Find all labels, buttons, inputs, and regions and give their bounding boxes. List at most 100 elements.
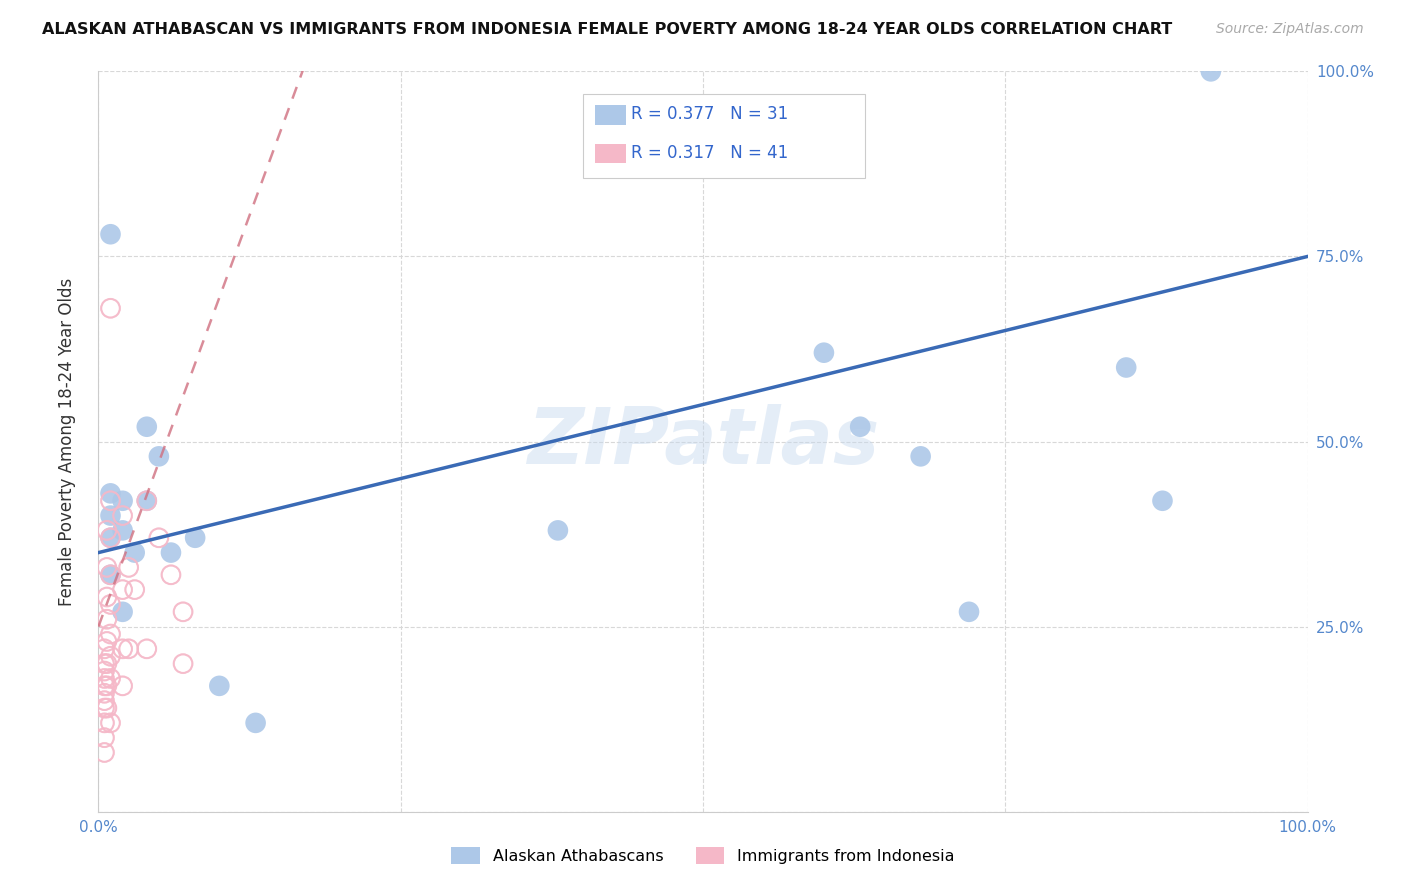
Point <box>100 627 122 641</box>
Point <box>111 641 134 656</box>
Point <box>93 686 115 700</box>
Point <box>100 508 122 523</box>
Point <box>124 582 146 597</box>
Point <box>111 641 134 656</box>
Point <box>148 531 170 545</box>
Point <box>100 531 122 545</box>
Point <box>135 493 157 508</box>
Point <box>93 694 115 708</box>
Point <box>111 493 134 508</box>
Point <box>96 560 118 574</box>
Point <box>96 657 118 671</box>
Point <box>160 567 183 582</box>
Point <box>124 582 146 597</box>
Point <box>100 301 122 316</box>
Point <box>93 686 115 700</box>
Point <box>100 715 122 730</box>
Point <box>93 746 115 760</box>
Point <box>100 649 122 664</box>
Y-axis label: Female Poverty Among 18-24 Year Olds: Female Poverty Among 18-24 Year Olds <box>58 277 76 606</box>
Point <box>849 419 872 434</box>
Point <box>93 694 115 708</box>
Point <box>957 605 980 619</box>
Point <box>111 508 134 523</box>
Point <box>547 524 569 538</box>
Point <box>93 664 115 678</box>
Point <box>910 450 932 464</box>
Point <box>96 524 118 538</box>
Point <box>100 567 122 582</box>
Point <box>96 701 118 715</box>
Point <box>93 746 115 760</box>
Point <box>100 567 122 582</box>
Point <box>172 657 194 671</box>
Point <box>184 531 207 545</box>
Point <box>100 672 122 686</box>
Point <box>100 672 122 686</box>
Point <box>160 546 183 560</box>
Point <box>208 679 231 693</box>
Point <box>118 641 141 656</box>
Point <box>93 672 115 686</box>
Point <box>111 605 134 619</box>
Point <box>93 672 115 686</box>
Point <box>100 531 122 545</box>
Point <box>93 715 115 730</box>
Point <box>93 664 115 678</box>
Point <box>93 657 115 671</box>
Point <box>96 701 118 715</box>
Point <box>111 582 134 597</box>
Point <box>1199 64 1222 78</box>
Point <box>135 493 157 508</box>
Point <box>96 679 118 693</box>
Point <box>96 657 118 671</box>
Point <box>172 605 194 619</box>
Point <box>813 345 835 359</box>
Point <box>96 679 118 693</box>
Text: R = 0.377   N = 31: R = 0.377 N = 31 <box>631 105 789 123</box>
Point <box>160 567 183 582</box>
Text: ALASKAN ATHABASCAN VS IMMIGRANTS FROM INDONESIA FEMALE POVERTY AMONG 18-24 YEAR : ALASKAN ATHABASCAN VS IMMIGRANTS FROM IN… <box>42 22 1173 37</box>
Point <box>100 567 122 582</box>
Point <box>148 450 170 464</box>
Point <box>118 641 141 656</box>
Point <box>93 701 115 715</box>
Point <box>100 493 122 508</box>
Point <box>1115 360 1137 375</box>
Text: ZIPatlas: ZIPatlas <box>527 403 879 480</box>
Point <box>172 605 194 619</box>
Point <box>93 701 115 715</box>
Point <box>96 560 118 574</box>
Point <box>100 227 122 242</box>
Point <box>124 546 146 560</box>
Point <box>93 679 115 693</box>
Point <box>96 634 118 648</box>
Point <box>96 612 118 626</box>
Point <box>111 524 134 538</box>
Point <box>100 715 122 730</box>
Point <box>1152 493 1174 508</box>
Point <box>111 508 134 523</box>
Text: Source: ZipAtlas.com: Source: ZipAtlas.com <box>1216 22 1364 37</box>
Point <box>135 641 157 656</box>
Point <box>135 493 157 508</box>
Point <box>93 715 115 730</box>
Point <box>111 679 134 693</box>
Point <box>118 560 141 574</box>
Point <box>100 301 122 316</box>
Point <box>96 612 118 626</box>
Point <box>100 531 122 545</box>
Point <box>96 634 118 648</box>
Point <box>93 731 115 745</box>
Point <box>100 598 122 612</box>
Point <box>93 679 115 693</box>
Point <box>93 641 115 656</box>
Point <box>96 590 118 604</box>
Point <box>118 560 141 574</box>
Point <box>135 419 157 434</box>
Point <box>111 679 134 693</box>
Point <box>93 731 115 745</box>
Legend: Alaskan Athabascans, Immigrants from Indonesia: Alaskan Athabascans, Immigrants from Ind… <box>446 841 960 871</box>
Point <box>100 598 122 612</box>
Point <box>100 486 122 500</box>
